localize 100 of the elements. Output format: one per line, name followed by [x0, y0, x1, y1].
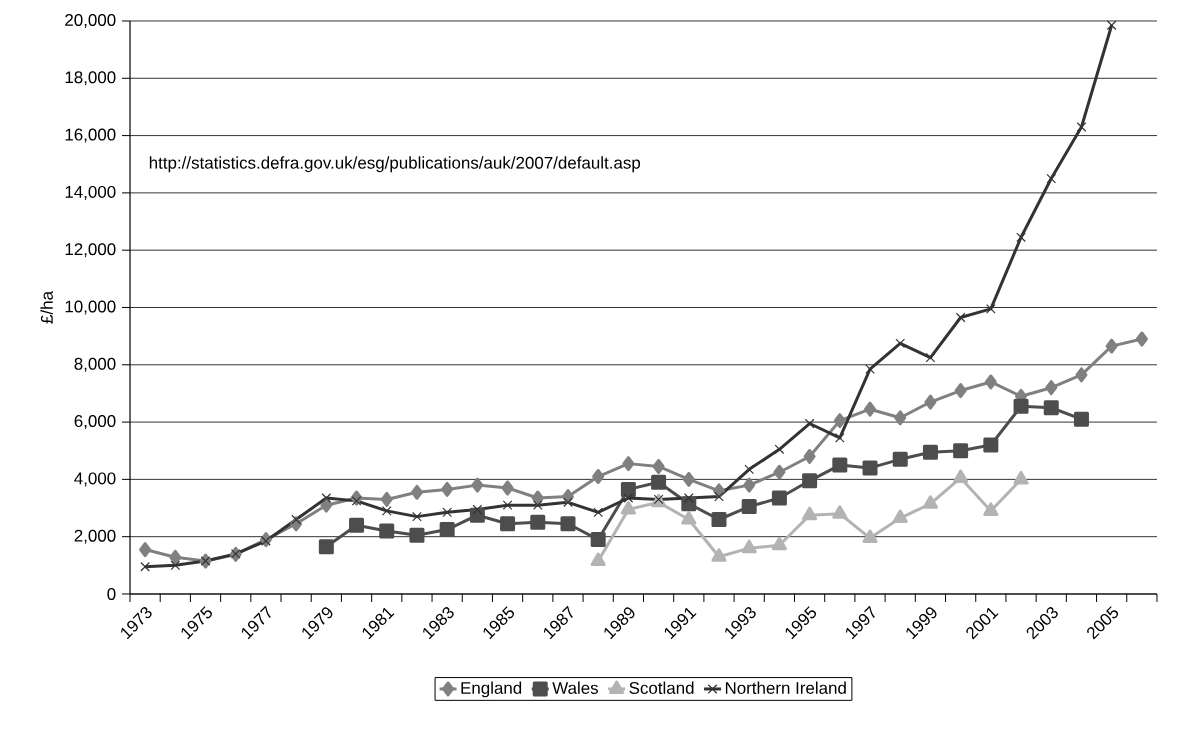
point [501, 480, 514, 496]
point [140, 561, 150, 572]
y-tick-label: 16,000 [65, 128, 116, 143]
point [320, 497, 333, 513]
point [864, 401, 877, 417]
point [711, 512, 727, 527]
legend-label: Wales [552, 681, 599, 694]
point [771, 490, 787, 506]
point [623, 493, 634, 503]
annotation: http://statistics.defra.gov.uk/esg/publications/auk/2007/default.asp [149, 156, 641, 173]
point [925, 352, 936, 363]
y-tick-label: 6,000 [74, 415, 116, 430]
point [1045, 380, 1058, 396]
point [1135, 331, 1148, 347]
point [349, 517, 365, 533]
point [409, 527, 425, 543]
point [442, 507, 452, 518]
legend-label: Scotland [629, 681, 694, 694]
point [741, 539, 757, 554]
point [922, 444, 938, 460]
point [379, 523, 395, 539]
y-tick-label: 0 [107, 587, 116, 600]
point [441, 481, 454, 497]
y-tick-label: 10,000 [65, 300, 116, 315]
y-tick-label: 2,000 [74, 529, 116, 544]
point [170, 560, 181, 571]
point [771, 536, 787, 551]
point [892, 509, 908, 524]
point [832, 457, 848, 473]
y-axis-title: £/ha [40, 291, 53, 324]
point [984, 374, 997, 390]
point [592, 469, 605, 485]
point [922, 495, 938, 509]
point [652, 458, 665, 474]
point [743, 477, 756, 493]
y-tick-label: 20,000 [65, 13, 116, 28]
point [682, 471, 695, 487]
point [439, 522, 455, 538]
point [741, 499, 757, 515]
point [351, 496, 362, 506]
point [832, 505, 848, 519]
point [531, 490, 544, 506]
point [986, 304, 996, 314]
point [681, 511, 697, 525]
point [622, 456, 635, 472]
point [862, 529, 878, 544]
point [620, 500, 636, 515]
point [954, 383, 967, 399]
y-tick-label: 12,000 [65, 243, 116, 258]
y-tick-label: 14,000 [65, 185, 116, 200]
point [500, 516, 516, 532]
point [410, 484, 423, 500]
point [802, 473, 818, 489]
y-tick-label: 4,000 [74, 472, 116, 487]
point [1013, 470, 1029, 485]
point [169, 549, 182, 565]
point [894, 410, 907, 426]
point [471, 477, 484, 493]
legend-label: England [461, 681, 522, 698]
point [560, 516, 576, 532]
point [321, 493, 332, 503]
point [620, 481, 636, 497]
point [530, 514, 546, 530]
point [711, 548, 727, 562]
point [804, 418, 815, 429]
point [953, 443, 969, 459]
point [953, 469, 969, 483]
point [983, 502, 999, 516]
point [862, 460, 878, 476]
point [563, 497, 573, 508]
y-tick-label: 8,000 [74, 357, 116, 372]
point [802, 506, 818, 521]
point [1076, 122, 1087, 132]
point [139, 542, 152, 558]
point [1075, 367, 1088, 383]
point [834, 433, 845, 443]
legend-label: Northern Ireland [725, 681, 846, 694]
point [472, 504, 483, 515]
point [651, 474, 667, 490]
point [924, 394, 937, 410]
point [380, 491, 393, 507]
point [803, 448, 816, 464]
point [714, 491, 724, 502]
point [1043, 400, 1059, 416]
point [683, 493, 694, 503]
point [892, 451, 908, 467]
point [261, 536, 271, 546]
point [318, 539, 334, 555]
point [1105, 338, 1118, 354]
point [590, 552, 606, 567]
point [1046, 173, 1057, 184]
point [1073, 411, 1089, 427]
point [1016, 232, 1026, 243]
point [1106, 20, 1117, 31]
point [412, 511, 422, 522]
point [532, 500, 543, 511]
point [833, 413, 846, 429]
point [381, 506, 392, 516]
point [983, 437, 999, 453]
point [773, 464, 786, 480]
